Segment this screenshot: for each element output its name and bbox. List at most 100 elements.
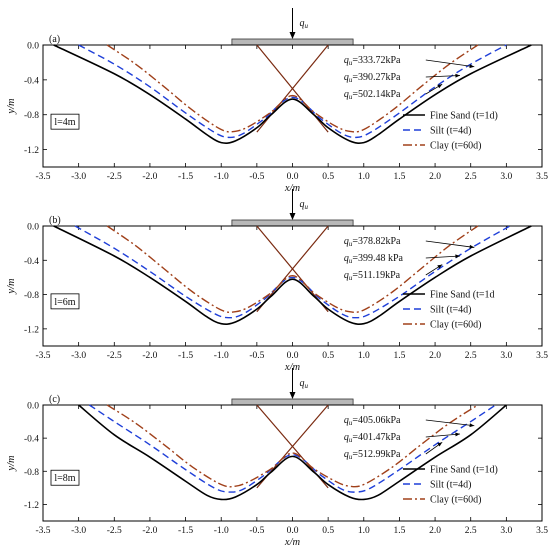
load-label-sym: q [300,199,305,210]
annotation-sym: q [344,432,349,443]
load-arrow-head [289,392,296,399]
panel-3: qu-3.5 -3.0 -2.5 -2.0 -1.5 -1.0 -0.5 0.0 0.5 1.0 1… [6,368,548,547]
annotation-arrow-head [437,84,443,89]
x-tick-label: 3.5 [536,172,548,182]
annotation-arrow-head [437,442,443,447]
panel-label: (b) [49,215,61,226]
x-tick-label: 0.5 [322,526,334,536]
x-tick-label: 0.5 [322,172,334,182]
series-line-2 [88,404,497,493]
legend-entry: Fine Sand (t=1d [430,290,495,301]
annotation-arrow-head [455,432,461,437]
x-tick-label: 1.0 [358,526,370,536]
y-tick-label: -1.2 [24,501,39,511]
y-tick-label: -0.4 [24,257,39,267]
annotation-sym: q [344,236,349,247]
load-label: qu [300,378,309,390]
footing [231,398,354,406]
annotation-sym: q [344,270,349,281]
annotation-sub: u [349,274,353,282]
x-tick-label: 2.0 [429,351,441,361]
x-axis-label: x/m [284,183,301,194]
x-tick-label: -1.0 [214,172,229,182]
load-label: qu [300,199,309,211]
annotation-value: =511.19kPa [352,270,400,281]
annotation-arrow-head [455,254,461,259]
annotation-sub: u [349,257,353,265]
x-tick-label: 3.0 [500,526,512,536]
annotation-label: qu=399.48 kPa [344,253,404,265]
annotation-arrow-head [437,264,443,269]
legend-entry: Silt (t=4d) [430,305,471,316]
x-tick-label: 1.0 [358,172,370,182]
annotation-sym: q [344,253,349,264]
y-axis-label: y/m [6,278,17,295]
annotation-label: qu=511.19kPa [344,270,401,282]
x-tick-label: -3.0 [71,526,86,536]
x-tick-label: -2.5 [107,172,122,182]
x-tick-label: 2.0 [429,172,441,182]
annotation-sym: q [344,89,349,100]
annotation-sub: u [349,419,353,427]
length-label: l=6m [54,297,75,308]
annotation-sub: u [349,436,353,444]
annotation-arrow [425,75,461,78]
x-tick-label: 0.5 [322,351,334,361]
legend-entry: Fine Sand (t=1d) [430,111,498,122]
annotation-sym: q [344,55,349,66]
x-tick-label: -1.0 [214,526,229,536]
annotation-arrow [425,433,461,438]
load-arrow-head [289,213,296,220]
y-tick-label: 0.0 [27,402,39,412]
annotation-arrow [425,255,461,259]
x-tick-label: -1.5 [178,526,193,536]
x-tick-label: -3.5 [35,172,50,182]
annotation-label: qu=405.06kPa [344,415,401,427]
series-line-1 [53,225,532,325]
load-arrow-head [289,32,296,39]
x-tick-label: -0.5 [249,351,264,361]
annotation-arrow-head [455,73,461,78]
y-tick-label: -0.8 [24,291,39,301]
annotation-value: =502.14kPa [352,89,401,100]
legend-entry: Clay (t=60d) [430,141,481,152]
annotation-sym: q [344,72,349,83]
series-line-3 [106,404,479,488]
annotation-value: =405.06kPa [352,415,401,426]
annotation-arrow [425,59,475,68]
x-tick-label: 1.5 [393,526,405,536]
x-tick-label: -2.0 [142,526,157,536]
x-tick-label: 2.5 [465,172,477,182]
series-line-3 [106,225,479,314]
annotation-value: =399.48 kPa [352,253,403,264]
x-tick-label: 1.5 [393,172,405,182]
x-tick-label: 3.5 [536,351,548,361]
load-label-sub: u [305,203,309,211]
x-tick-label: -0.5 [249,172,264,182]
x-tick-label: 0.0 [287,351,299,361]
annotation-label: qu=390.27kPa [344,72,401,84]
series-line-3 [106,44,479,133]
annotation-sub: u [349,240,353,248]
annotation-label: qu=512.99kPa [344,449,401,461]
x-tick-label: 2.0 [429,526,441,536]
annotation-arrow [425,240,475,248]
annotation-sub: u [349,93,353,101]
footing [231,38,354,46]
x-tick-label: 3.0 [500,351,512,361]
x-tick-label: -3.0 [71,351,86,361]
length-label: l=8m [54,473,75,484]
annotation-value: =390.27kPa [352,72,401,83]
panel-1: qu-3.5 -3.0 -2.5 -2.0 -1.5 -1.0 -0.5 0.0 0.5 1.0 1… [6,8,548,194]
annotation-value: =401.47kPa [352,432,401,443]
x-tick-label: -1.5 [178,351,193,361]
load-label-sub: u [305,382,309,390]
x-tick-label: -2.0 [142,351,157,361]
x-tick-label: -3.5 [35,351,50,361]
series-line-1 [78,404,507,501]
annotation-label: qu=333.72kPa [344,55,401,67]
y-tick-label: -1.2 [24,325,39,335]
annotation-value: =512.99kPa [352,449,401,460]
y-tick-label: 0.0 [27,42,39,52]
x-tick-label: -3.5 [35,526,50,536]
